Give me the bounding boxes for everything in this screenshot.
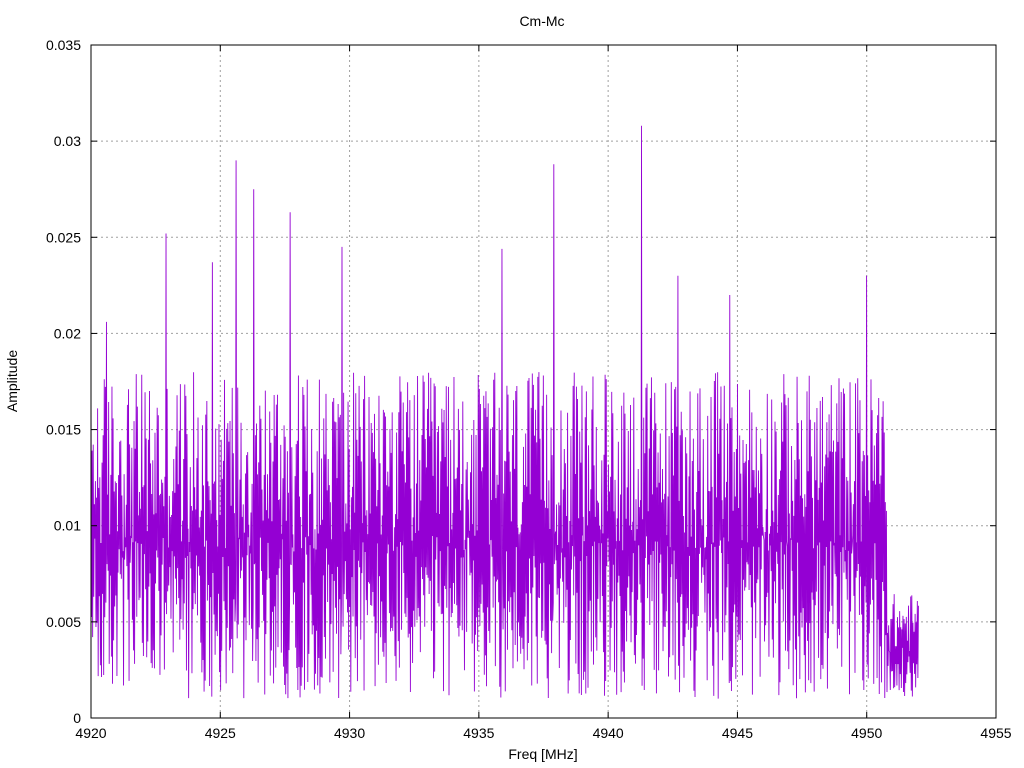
y-tick-label: 0.005 — [46, 614, 81, 630]
y-tick-label: 0 — [73, 710, 81, 726]
x-tick-label: 4945 — [722, 725, 753, 741]
x-tick-label: 4955 — [980, 725, 1011, 741]
y-tick-label: 0.01 — [54, 518, 81, 534]
y-tick-label: 0.025 — [46, 229, 81, 245]
x-tick-label: 4940 — [593, 725, 624, 741]
y-axis-title: Amplitude — [4, 350, 20, 412]
plot-frame — [90, 44, 997, 719]
y-tick-label: 0.035 — [46, 37, 81, 53]
x-tick-label: 4920 — [75, 725, 106, 741]
y-tick-label: 0.015 — [46, 422, 81, 438]
x-tick-label: 4935 — [463, 725, 494, 741]
x-axis-title: Freq [MHz] — [508, 746, 577, 762]
ticks: 4920 4925 4930 4935 4940 4945 4950 4955 0 0.005 0.… — [46, 37, 1012, 741]
y-tick-label: 0.03 — [54, 133, 81, 149]
series-cm-mc — [90, 125, 919, 699]
x-tick-label: 4950 — [851, 725, 882, 741]
series-line — [90, 125, 919, 699]
chart-title: Cm-Mc — [519, 13, 564, 29]
x-tick-label: 4925 — [205, 725, 236, 741]
x-tick-label: 4930 — [334, 725, 365, 741]
y-tick-label: 0.02 — [54, 325, 81, 341]
